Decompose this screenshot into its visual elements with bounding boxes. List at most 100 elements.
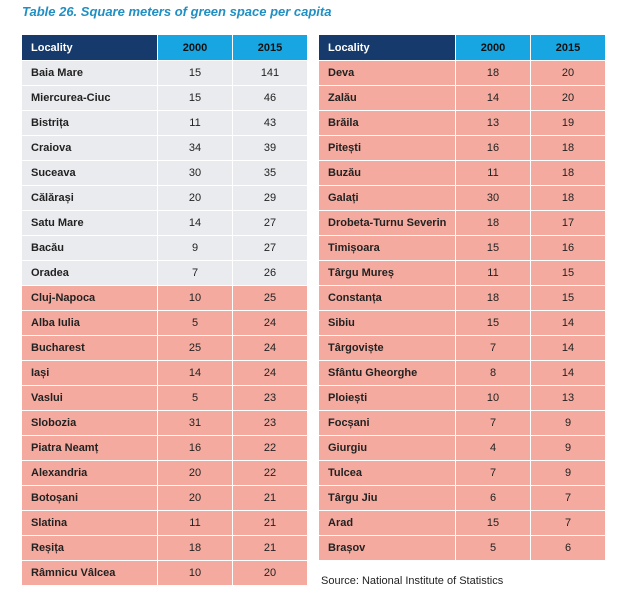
value-2000-cell: 7 (455, 411, 530, 436)
value-2015-cell: 7 (530, 511, 605, 536)
value-2015-cell: 27 (232, 236, 307, 261)
locality-cell: Cluj-Napoca (22, 286, 157, 311)
table-row: Satu Mare 14 27 (22, 211, 307, 236)
locality-cell: Botoșani (22, 486, 157, 511)
locality-cell: Constanța (319, 286, 455, 311)
table-row: Craiova 34 39 (22, 136, 307, 161)
value-2015-cell: 24 (232, 336, 307, 361)
value-2000-cell: 13 (455, 111, 530, 136)
value-2000-cell: 20 (157, 186, 232, 211)
table-title: Table 26. Square meters of green space p… (22, 4, 332, 19)
value-2015-cell: 23 (232, 411, 307, 436)
value-2015-cell: 29 (232, 186, 307, 211)
table-row: Iași 14 24 (22, 361, 307, 386)
table-row: Botoșani 20 21 (22, 486, 307, 511)
value-2000-cell: 10 (455, 386, 530, 411)
value-2015-cell: 21 (232, 536, 307, 561)
table-row: Pitești 16 18 (319, 136, 605, 161)
value-2000-cell: 34 (157, 136, 232, 161)
locality-cell: Târgoviște (319, 336, 455, 361)
value-2015-cell: 14 (530, 311, 605, 336)
table-row: Cluj-Napoca 10 25 (22, 286, 307, 311)
value-2015-cell: 18 (530, 186, 605, 211)
source-note: Source: National Institute of Statistics (321, 575, 504, 587)
value-2015-cell: 7 (530, 486, 605, 511)
table-row: Vaslui 5 23 (22, 386, 307, 411)
value-2015-cell: 9 (530, 411, 605, 436)
value-2000-cell: 11 (455, 261, 530, 286)
value-2000-cell: 18 (157, 536, 232, 561)
value-2000-cell: 5 (157, 386, 232, 411)
value-2000-cell: 16 (455, 136, 530, 161)
locality-cell: Arad (319, 511, 455, 536)
locality-cell: Zalău (319, 86, 455, 111)
value-2000-cell: 6 (455, 486, 530, 511)
table-row: Bacău 9 27 (22, 236, 307, 261)
column-header-2015: 2015 (530, 35, 605, 61)
table-row: Slatina 11 21 (22, 511, 307, 536)
locality-cell: Drobeta-Turnu Severin (319, 211, 455, 236)
table-row: Galați 30 18 (319, 186, 605, 211)
locality-cell: Satu Mare (22, 211, 157, 236)
locality-cell: Sfântu Gheorghe (319, 361, 455, 386)
value-2015-cell: 35 (232, 161, 307, 186)
table-body-left: Baia Mare 15 141 Miercurea-Ciuc 15 46 Bistrița… (22, 61, 307, 586)
table-row: Miercurea-Ciuc 15 46 (22, 86, 307, 111)
locality-cell: Focșani (319, 411, 455, 436)
locality-cell: Brașov (319, 536, 455, 561)
value-2000-cell: 7 (455, 461, 530, 486)
value-2000-cell: 20 (157, 486, 232, 511)
value-2000-cell: 14 (157, 361, 232, 386)
locality-cell: Pitești (319, 136, 455, 161)
locality-cell: Galați (319, 186, 455, 211)
value-2000-cell: 15 (455, 311, 530, 336)
table-row: Târgu Mureș 11 15 (319, 261, 605, 286)
value-2000-cell: 18 (455, 61, 530, 86)
table-row: Râmnicu Vâlcea 10 20 (22, 561, 307, 586)
table-row: Buzău 11 18 (319, 161, 605, 186)
table-row: Baia Mare 15 141 (22, 61, 307, 86)
value-2000-cell: 4 (455, 436, 530, 461)
value-2015-cell: 24 (232, 311, 307, 336)
value-2000-cell: 8 (455, 361, 530, 386)
table-row: Tulcea 7 9 (319, 461, 605, 486)
locality-cell: Bistrița (22, 111, 157, 136)
locality-cell: Reșița (22, 536, 157, 561)
table-header-row: Locality 2000 2015 (22, 35, 307, 61)
locality-cell: Iași (22, 361, 157, 386)
column-header-locality: Locality (22, 35, 157, 61)
value-2015-cell: 14 (530, 361, 605, 386)
table-row: Sfântu Gheorghe 8 14 (319, 361, 605, 386)
value-2000-cell: 15 (157, 61, 232, 86)
table-row: Ploiești 10 13 (319, 386, 605, 411)
value-2000-cell: 20 (157, 461, 232, 486)
value-2015-cell: 20 (232, 561, 307, 586)
value-2015-cell: 9 (530, 461, 605, 486)
table-row: Slobozia 31 23 (22, 411, 307, 436)
locality-cell: Slobozia (22, 411, 157, 436)
value-2015-cell: 23 (232, 386, 307, 411)
locality-cell: Târgu Jiu (319, 486, 455, 511)
value-2015-cell: 22 (232, 461, 307, 486)
locality-cell: Slatina (22, 511, 157, 536)
value-2000-cell: 25 (157, 336, 232, 361)
value-2000-cell: 15 (157, 86, 232, 111)
locality-cell: Timișoara (319, 236, 455, 261)
table-row: Călărași 20 29 (22, 186, 307, 211)
locality-cell: Sibiu (319, 311, 455, 336)
locality-cell: Tulcea (319, 461, 455, 486)
locality-cell: Brăila (319, 111, 455, 136)
table-row: Zalău 14 20 (319, 86, 605, 111)
locality-cell: Deva (319, 61, 455, 86)
value-2000-cell: 11 (157, 111, 232, 136)
locality-cell: Piatra Neamț (22, 436, 157, 461)
value-2015-cell: 46 (232, 86, 307, 111)
value-2015-cell: 18 (530, 136, 605, 161)
value-2015-cell: 19 (530, 111, 605, 136)
value-2000-cell: 18 (455, 211, 530, 236)
locality-cell: Călărași (22, 186, 157, 211)
locality-cell: Râmnicu Vâlcea (22, 561, 157, 586)
column-header-locality: Locality (319, 35, 455, 61)
value-2015-cell: 17 (530, 211, 605, 236)
value-2000-cell: 7 (455, 336, 530, 361)
